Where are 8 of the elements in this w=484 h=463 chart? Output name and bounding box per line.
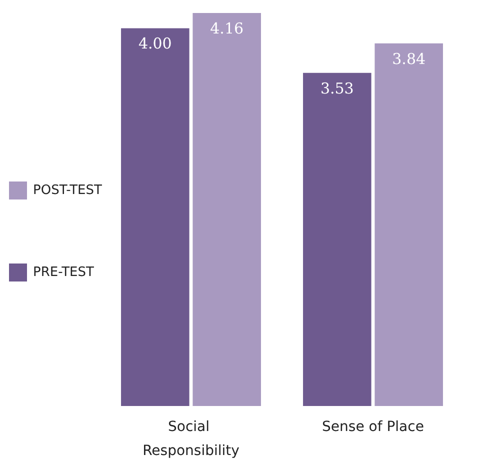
data-label: 4.16	[210, 20, 244, 38]
data-label: 4.00	[138, 34, 172, 53]
x-tick-label: Social Responsibility	[142, 419, 240, 459]
legend-label: POST-TEST	[33, 183, 102, 198]
legend-label: PRE-TEST	[33, 265, 94, 280]
data-label: 3.84	[392, 50, 426, 68]
x-tick-label: Sense of Place	[322, 419, 424, 435]
data-label: 3.53	[320, 79, 354, 98]
